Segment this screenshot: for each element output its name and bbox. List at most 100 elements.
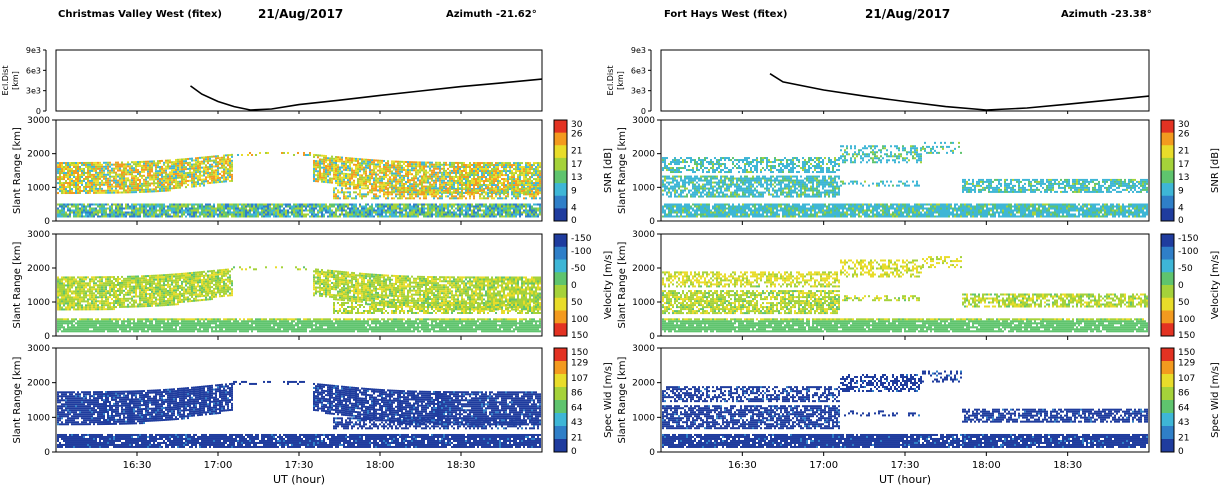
spec-wid-ylabel-cvw: Slant Range [km] (12, 356, 23, 443)
velocity-ytick-label-cvw: 3000 (27, 230, 50, 240)
snr-colorbar-segment-fhw (1161, 132, 1174, 146)
velocity-colorbar-segment-cvw (554, 323, 567, 337)
snr-colorbar-tick-fhw: 4 (1178, 204, 1184, 214)
snr-colorbar-tick-cvw: 17 (571, 160, 582, 170)
snr-heatmap-cvw (57, 151, 541, 218)
ecl-ytick-label-cvw: 3e3 (26, 87, 41, 96)
ecl-dist-panel-fhw (648, 49, 1150, 114)
velocity-colorbar-tick-cvw: 150 (571, 331, 588, 341)
snr-ytick-label-fhw: 1000 (632, 183, 655, 193)
spec-wid-colorbar-tick-fhw: 150 (1178, 348, 1195, 358)
snr-colorbar-segment-fhw (1161, 208, 1174, 222)
spec-wid-ytick-label-cvw: 3000 (27, 344, 50, 354)
snr-colorbar-tick-cvw: 21 (571, 146, 582, 156)
velocity-colorbar-segment-cvw (554, 234, 567, 248)
velocity-colorbar-segment-fhw (1161, 297, 1174, 311)
ecl-dist-line-cvw (190, 78, 543, 111)
spec-wid-ytick-label-fhw: 3000 (632, 344, 655, 354)
snr-colorbar-tick-cvw: 9 (571, 187, 577, 197)
spec-wid-colorbar-tick-cvw: 107 (571, 374, 588, 384)
spec-wid-colorbar-segment-cvw (554, 426, 567, 440)
velocity-colorbar-segment-fhw (1161, 285, 1174, 299)
velocity-colorbar-tick-cvw: 0 (571, 281, 577, 291)
ecl-ylabel-unit-cvw: [km] (11, 71, 20, 90)
velocity-colorbar-segment-fhw (1161, 272, 1174, 286)
velocity-colorbar-segment-cvw (554, 272, 567, 286)
snr-heatmap-fhw (662, 141, 1148, 218)
snr-colorbar-frame-cvw (553, 119, 568, 222)
velocity-colorbar-tick-fhw: 150 (1178, 331, 1195, 341)
velocity-colorbar-label-fhw: Velocity [m/s] (1210, 251, 1221, 320)
velocity-colorbar-tick-fhw: 100 (1178, 315, 1195, 325)
ecl-dist-panel-cvw (43, 49, 543, 114)
spec-wid-colorbar-tick-fhw: 86 (1178, 388, 1190, 398)
velocity-heatmap-fhw (662, 256, 1148, 333)
snr-colorbar-tick-fhw: 26 (1178, 129, 1190, 139)
spec-wid-colorbar-segment-cvw (554, 361, 567, 375)
spec-wid-colorbar-segment-cvw (554, 374, 567, 388)
ecl-ytick-label-fhw: 3e3 (631, 87, 646, 96)
snr-colorbar-segment-cvw (554, 183, 567, 197)
spec-wid-colorbar-segment-fhw (1161, 413, 1174, 427)
ecl-ylabel-cvw: Ecl.Dist (1, 66, 10, 96)
velocity-colorbar-segment-fhw (1161, 323, 1174, 337)
x-tick-label-cvw: 16:30 (123, 460, 152, 471)
ecl-ytick-label-cvw: 9e3 (26, 46, 41, 55)
snr-colorbar-segment-fhw (1161, 157, 1174, 171)
spec-wid-colorbar-tick-fhw: 64 (1178, 404, 1190, 414)
spec-wid-colorbar-segment-fhw (1161, 439, 1174, 453)
snr-colorbar-tick-fhw: 21 (1178, 146, 1189, 156)
snr-colorbar-tick-fhw: 0 (1178, 216, 1184, 226)
velocity-ytick-label-fhw: 1000 (632, 298, 655, 308)
spec-wid-colorbar-frame-cvw (553, 347, 568, 453)
velocity-colorbar-tick-cvw: 50 (571, 298, 583, 308)
snr-colorbar-segment-fhw (1161, 195, 1174, 209)
spec-wid-colorbar-tick-fhw: 129 (1178, 359, 1195, 369)
spec-wid-ytick-label-fhw: 2000 (632, 379, 655, 389)
velocity-colorbar-tick-fhw: 50 (1178, 298, 1190, 308)
velocity-colorbar-frame-cvw (553, 233, 568, 337)
velocity-colorbar-label-cvw: Velocity [m/s] (603, 251, 614, 320)
snr-ytick-label-fhw: 0 (649, 217, 655, 227)
spec-wid-colorbar-segment-cvw (554, 400, 567, 414)
velocity-colorbar-segment-cvw (554, 310, 567, 324)
snr-ytick-label-cvw: 1000 (27, 183, 50, 193)
spec-wid-colorbar-tick-cvw: 150 (571, 348, 588, 358)
snr-ytick-label-cvw: 0 (44, 217, 50, 227)
velocity-colorbar-segment-cvw (554, 285, 567, 299)
ecl-ytick-label-cvw: 6e3 (26, 66, 41, 75)
velocity-colorbar-segment-cvw (554, 246, 567, 260)
spec-wid-colorbar-tick-cvw: 43 (571, 418, 582, 428)
ecl-ytick-label-fhw: 6e3 (631, 66, 646, 75)
ecl-ytick-label-fhw: 0 (641, 107, 646, 116)
velocity-ytick-label-fhw: 0 (649, 332, 655, 342)
velocity-colorbar-tick-cvw: -100 (571, 247, 592, 257)
snr-colorbar-tick-fhw: 30 (1178, 120, 1190, 130)
snr-ytick-label-cvw: 3000 (27, 116, 50, 126)
spec-wid-colorbar-segment-cvw (554, 348, 567, 362)
spec-wid-colorbar-label-cvw: Spec Wid [m/s] (603, 362, 614, 438)
snr-ylabel-fhw: Slant Range [km] (617, 127, 628, 214)
spectral-width-heatmap-cvw (57, 380, 541, 448)
spec-wid-colorbar-segment-fhw (1161, 374, 1174, 388)
snr-colorbar-tick-fhw: 17 (1178, 160, 1189, 170)
ecl-ytick-label-fhw: 9e3 (631, 46, 646, 55)
spec-wid-colorbar-segment-cvw (554, 387, 567, 401)
spec-wid-colorbar-tick-cvw: 64 (571, 404, 583, 414)
ecl-ylabel-fhw: Ecl.Dist (606, 66, 615, 96)
velocity-ytick-label-cvw: 1000 (27, 298, 50, 308)
x-tick-label-cvw: 17:00 (204, 460, 233, 471)
spec-wid-ytick-label-cvw: 1000 (27, 413, 50, 423)
velocity-colorbar-segment-fhw (1161, 310, 1174, 324)
velocity-colorbar-segment-fhw (1161, 234, 1174, 248)
snr-ytick-label-cvw: 2000 (27, 150, 50, 160)
velocity-ytick-label-cvw: 0 (44, 332, 50, 342)
spec-wid-ytick-label-fhw: 1000 (632, 413, 655, 423)
spec-wid-ytick-label-cvw: 2000 (27, 379, 50, 389)
velocity-colorbar-tick-fhw: -100 (1178, 247, 1199, 257)
velocity-colorbar-tick-cvw: -150 (571, 234, 592, 244)
snr-colorbar-tick-cvw: 13 (571, 173, 582, 183)
spec-wid-colorbar-segment-fhw (1161, 348, 1174, 362)
snr-colorbar-segment-cvw (554, 120, 567, 134)
